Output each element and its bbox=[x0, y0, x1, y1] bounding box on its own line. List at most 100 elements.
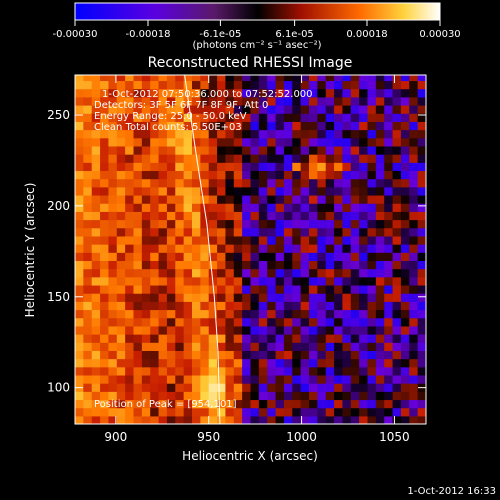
heatmap-cell bbox=[400, 358, 410, 368]
heatmap-cell bbox=[417, 407, 426, 417]
heatmap-cell bbox=[200, 170, 210, 180]
heatmap-cell bbox=[275, 342, 285, 351]
heatmap-cell bbox=[108, 244, 118, 253]
heatmap-cell bbox=[116, 260, 126, 270]
heatmap-cell bbox=[175, 227, 185, 237]
heatmap-cell bbox=[250, 325, 260, 335]
heatmap-cell bbox=[91, 235, 101, 245]
heatmap-cell bbox=[108, 96, 118, 106]
heatmap-cell bbox=[225, 399, 235, 409]
heatmap-cell bbox=[225, 358, 235, 368]
heatmap-cell bbox=[325, 96, 335, 106]
heatmap-cell bbox=[317, 154, 327, 163]
heatmap-cell bbox=[359, 121, 369, 131]
heatmap-cell bbox=[91, 358, 101, 368]
heatmap-cell bbox=[350, 252, 360, 262]
heatmap-cell bbox=[275, 154, 285, 163]
heatmap-cell bbox=[150, 391, 160, 401]
heatmap-cell bbox=[208, 121, 218, 131]
heatmap-cell bbox=[166, 342, 176, 351]
heatmap-cell bbox=[141, 227, 151, 237]
heatmap-cell bbox=[125, 358, 135, 368]
heatmap-cell bbox=[125, 203, 135, 212]
heatmap-cell bbox=[317, 391, 327, 401]
heatmap-cell bbox=[392, 75, 402, 82]
heatmap-cell bbox=[175, 211, 185, 221]
heatmap-cell bbox=[267, 366, 277, 376]
heatmap-cell bbox=[334, 104, 344, 114]
heatmap-cell bbox=[225, 325, 235, 335]
heatmap-cell bbox=[100, 317, 110, 327]
heatmap-cell bbox=[116, 301, 126, 311]
heatmap-cell bbox=[409, 374, 419, 384]
heatmap-cell bbox=[233, 244, 243, 253]
heatmap-cell bbox=[300, 219, 310, 229]
heatmap-cell bbox=[125, 391, 135, 401]
heatmap-cell bbox=[275, 374, 285, 384]
heatmap-cell bbox=[417, 227, 426, 237]
heatmap-cell bbox=[367, 293, 377, 302]
heatmap-cell bbox=[141, 276, 151, 286]
heatmap-cell bbox=[300, 186, 310, 196]
heatmap-cell bbox=[125, 366, 135, 376]
heatmap-cell bbox=[158, 235, 168, 245]
heatmap-cell bbox=[192, 227, 201, 237]
heatmap-cell bbox=[359, 293, 369, 302]
heatmap-cell bbox=[258, 96, 268, 106]
heatmap-cell bbox=[283, 391, 293, 401]
heatmap-cell bbox=[350, 366, 360, 376]
heatmap-cell bbox=[150, 374, 160, 384]
heatmap-cell bbox=[417, 309, 426, 319]
heatmap-cell bbox=[133, 170, 143, 180]
heatmap-cell bbox=[392, 235, 402, 245]
heatmap-cell bbox=[359, 170, 369, 180]
heatmap-cell bbox=[384, 219, 394, 229]
heatmap-cell bbox=[350, 170, 360, 180]
heatmap-cell bbox=[400, 211, 410, 221]
heatmap-cell bbox=[292, 399, 302, 409]
heatmap-cell bbox=[200, 113, 210, 122]
heatmap-cell bbox=[350, 317, 360, 327]
heatmap-cell bbox=[334, 137, 344, 147]
heatmap-cell bbox=[384, 80, 394, 90]
heatmap-cell bbox=[208, 325, 218, 335]
heatmap-cell bbox=[309, 399, 318, 409]
heatmap-cell bbox=[400, 104, 410, 114]
heatmap-cell bbox=[100, 96, 110, 106]
heatmap-cell bbox=[91, 75, 101, 82]
heatmap-cell bbox=[309, 121, 318, 131]
heatmap-cell bbox=[108, 358, 118, 368]
heatmap-cell bbox=[292, 366, 302, 376]
heatmap-cell bbox=[175, 235, 185, 245]
heatmap-cell bbox=[334, 203, 344, 212]
heatmap-cell bbox=[158, 129, 168, 139]
heatmap-cell bbox=[367, 309, 377, 319]
heatmap-cell bbox=[242, 407, 252, 417]
heatmap-cell bbox=[141, 162, 151, 172]
heatmap-cell bbox=[350, 244, 360, 253]
heatmap-cell bbox=[133, 252, 143, 262]
heatmap-cell bbox=[309, 366, 318, 376]
heatmap-cell bbox=[100, 121, 110, 131]
heatmap-cell bbox=[325, 350, 335, 360]
heatmap-cell bbox=[300, 374, 310, 384]
heatmap-cell bbox=[367, 162, 377, 172]
heatmap-cell bbox=[217, 334, 227, 343]
heatmap-cell bbox=[158, 325, 168, 335]
heatmap-cell bbox=[125, 211, 135, 221]
heatmap-cell bbox=[166, 203, 176, 212]
heatmap-cell bbox=[200, 350, 210, 360]
heatmap-cell bbox=[367, 334, 377, 343]
heatmap-cell bbox=[384, 75, 394, 82]
heatmap-cell bbox=[392, 383, 402, 392]
heatmap-cell bbox=[300, 170, 310, 180]
heatmap-cell bbox=[342, 415, 352, 424]
heatmap-cell bbox=[342, 211, 352, 221]
heatmap-cell bbox=[267, 154, 277, 163]
heatmap-cell bbox=[275, 113, 285, 122]
colorbar-tick-label: -0.00030 bbox=[53, 29, 98, 40]
heatmap-cell bbox=[75, 268, 84, 278]
heatmap-cell bbox=[417, 203, 426, 212]
heatmap-cell bbox=[242, 219, 252, 229]
heatmap-cell bbox=[91, 334, 101, 343]
